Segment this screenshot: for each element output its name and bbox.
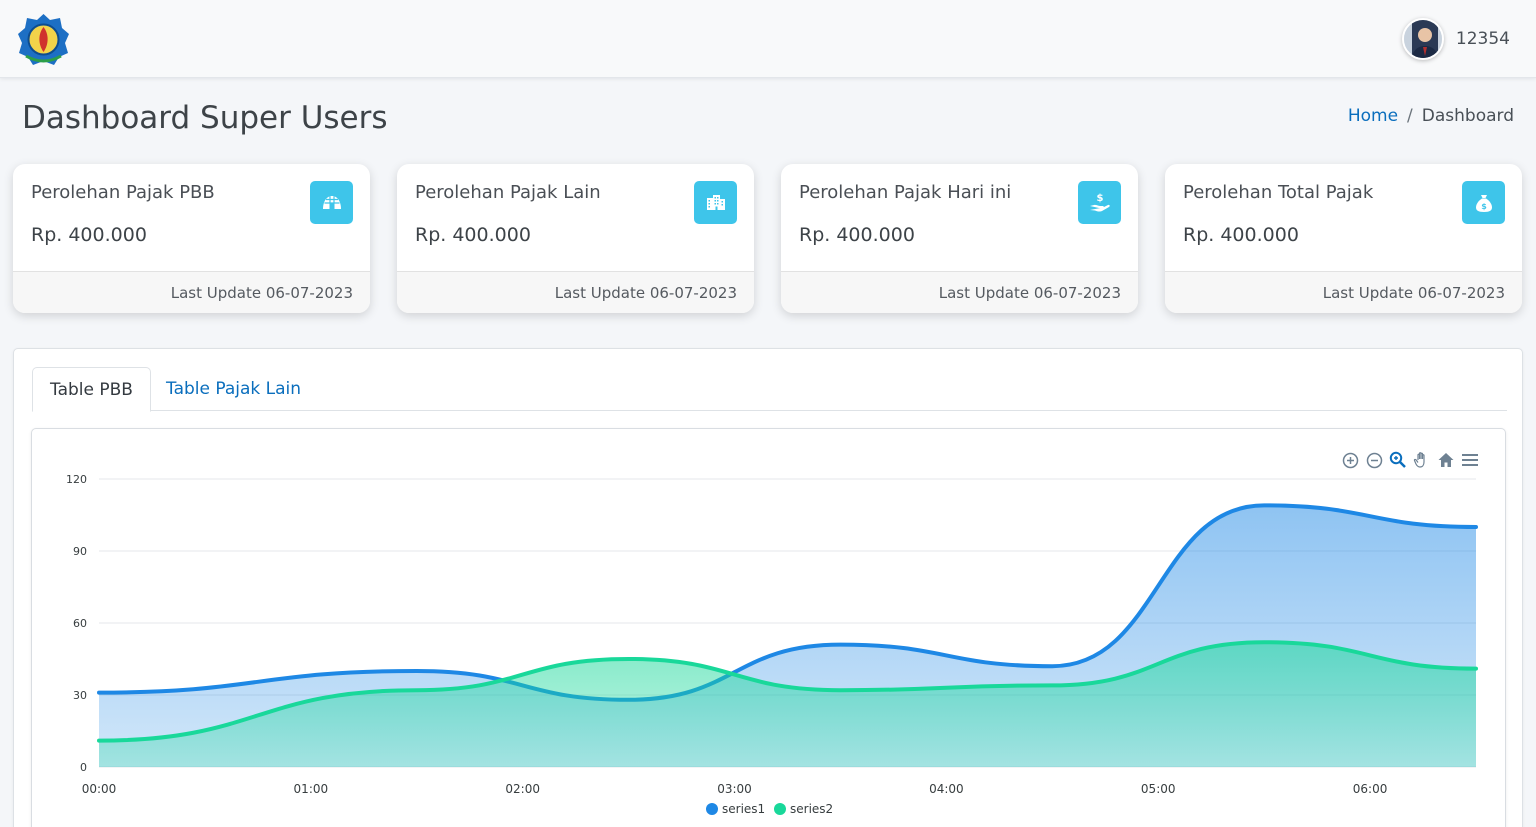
chart-container: 0 30 60 90 120 00:00 01:00 02:00 03:00 04:00 05:0… — [31, 428, 1506, 827]
tab-table-pbb[interactable]: Table PBB — [32, 367, 151, 412]
x-tick-label: 05:00 — [1141, 782, 1176, 796]
card-pajak-lain: Perolehan Pajak Lain Rp. 400.000 Last Up… — [397, 164, 754, 313]
selection-zoom-icon[interactable] — [1388, 450, 1408, 470]
stat-cards: Perolehan Pajak PBB Rp. 400.000 Last Upd… — [13, 164, 1523, 314]
card-label: Perolehan Pajak Hari ini — [799, 182, 1012, 203]
card-label: Perolehan Total Pajak — [1183, 182, 1374, 203]
card-footer: Last Update 06-07-2023 — [1165, 271, 1522, 313]
y-tick-label: 90 — [73, 545, 87, 558]
legend-marker[interactable] — [774, 803, 786, 815]
card-footer: Last Update 06-07-2023 — [13, 271, 370, 313]
breadcrumb-home-link[interactable]: Home — [1347, 106, 1399, 126]
legend-label[interactable]: series2 — [790, 802, 833, 816]
breadcrumb-separator: / — [1407, 106, 1413, 126]
logo[interactable] — [16, 12, 71, 67]
series2-area — [99, 642, 1476, 767]
area-chart[interactable]: 0 30 60 90 120 00:00 01:00 02:00 03:00 04:00 05:0… — [32, 429, 1506, 827]
x-tick-label: 02:00 — [505, 782, 540, 796]
card-value: Rp. 400.000 — [799, 224, 915, 246]
series2-line[interactable] — [97, 640, 1478, 743]
emblem-icon — [18, 14, 69, 65]
card-value: Rp. 400.000 — [31, 224, 147, 246]
user-name[interactable]: 12354 — [1455, 29, 1510, 49]
zoom-in-icon[interactable] — [1340, 450, 1360, 470]
card-total-pajak: Perolehan Total Pajak Rp. 400.000 $ Last… — [1165, 164, 1522, 313]
svg-text:$: $ — [1481, 202, 1487, 211]
y-axis: 0 30 60 90 120 — [66, 473, 87, 774]
tab-table-pajak-lain[interactable]: Table Pajak Lain — [166, 379, 302, 399]
money-bag-icon: $ — [1462, 181, 1505, 224]
breadcrumb: Home / Dashboard — [1348, 106, 1514, 126]
card-footer: Last Update 06-07-2023 — [781, 271, 1138, 313]
tab-bar: Table PBB Table Pajak Lain — [32, 367, 1507, 412]
card-pajak-pbb: Perolehan Pajak PBB Rp. 400.000 Last Upd… — [13, 164, 370, 313]
x-tick-label: 01:00 — [294, 782, 329, 796]
svg-text:$: $ — [1096, 193, 1103, 204]
breadcrumb-current: Dashboard — [1421, 106, 1514, 126]
avatar[interactable] — [1401, 18, 1444, 60]
reset-home-icon[interactable] — [1436, 450, 1456, 470]
user-avatar-icon — [1403, 20, 1442, 58]
menu-icon[interactable] — [1460, 450, 1480, 470]
chart-series — [97, 503, 1478, 767]
card-value: Rp. 400.000 — [415, 224, 531, 246]
y-tick-label: 60 — [73, 617, 87, 630]
x-tick-label: 06:00 — [1353, 782, 1388, 796]
hand-holding-dollar-icon: $ — [1078, 181, 1121, 224]
y-tick-label: 120 — [66, 473, 87, 486]
y-tick-label: 30 — [73, 689, 87, 702]
chart-toolbar — [1340, 450, 1480, 470]
main-panel: Table PBB Table Pajak Lain — [13, 348, 1523, 827]
y-tick-label: 0 — [80, 761, 87, 774]
legend-label[interactable]: series1 — [722, 802, 765, 816]
x-tick-label: 03:00 — [717, 782, 752, 796]
zoom-out-icon[interactable] — [1364, 450, 1384, 470]
pan-icon[interactable] — [1412, 450, 1432, 470]
x-axis: 00:00 01:00 02:00 03:00 04:00 05:00 06:00 — [82, 782, 1388, 796]
card-footer: Last Update 06-07-2023 — [397, 271, 754, 313]
building-icon — [694, 181, 737, 224]
card-label: Perolehan Pajak PBB — [31, 182, 215, 203]
x-tick-label: 04:00 — [929, 782, 964, 796]
legend-marker[interactable] — [706, 803, 718, 815]
igloo-icon — [310, 181, 353, 224]
user-menu[interactable]: 12354 — [1401, 18, 1510, 60]
card-pajak-hari-ini: Perolehan Pajak Hari ini Rp. 400.000 $ L… — [781, 164, 1138, 313]
series1-line[interactable] — [97, 503, 1478, 702]
chart-legend: series1 series2 — [706, 802, 833, 816]
page-title: Dashboard Super Users — [22, 100, 388, 136]
card-value: Rp. 400.000 — [1183, 224, 1299, 246]
x-tick-label: 00:00 — [82, 782, 117, 796]
top-navbar: 12354 — [0, 0, 1536, 78]
card-label: Perolehan Pajak Lain — [415, 182, 601, 203]
